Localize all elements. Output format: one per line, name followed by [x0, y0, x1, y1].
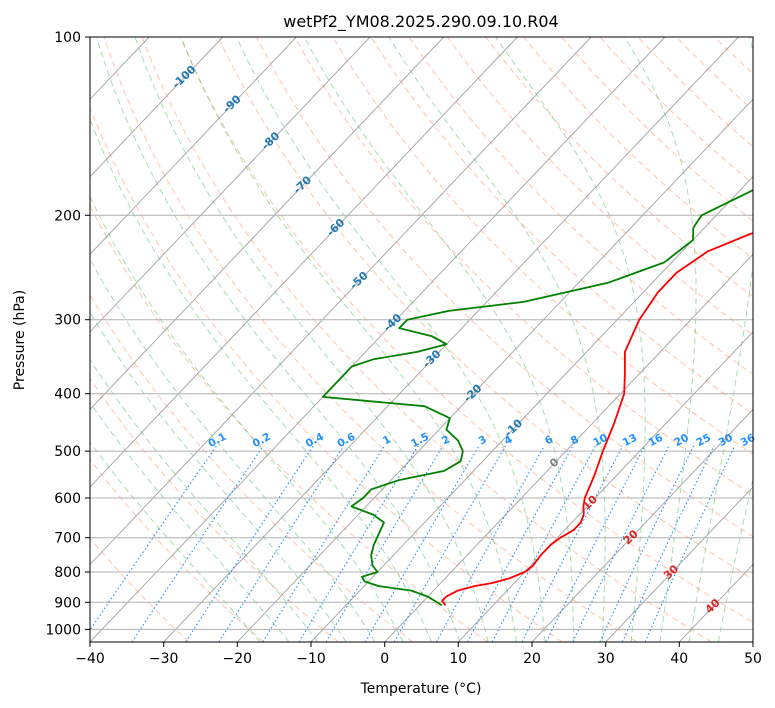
- x-axis-label: Temperature (°C): [360, 681, 482, 697]
- mixing-ratio-line: [262, 445, 385, 642]
- y-tick-label: 200: [54, 208, 81, 224]
- x-tick-label: 0: [380, 651, 389, 667]
- y-tick-label: 500: [54, 444, 81, 460]
- isotherm-line: [163, 37, 739, 642]
- moist-adiabat: [134, 37, 489, 642]
- moist-adiabat: [236, 37, 546, 642]
- y-tick-label: 100: [54, 30, 81, 46]
- mixing-ratio-line: [298, 445, 419, 642]
- y-axis: 100 200 300 400 500 600 700 800 900 1000: [45, 30, 90, 638]
- isotherm-line: [90, 37, 592, 566]
- isotherm-line: [310, 176, 753, 642]
- moist-adiabat: [388, 37, 606, 642]
- x-tick-label: −20: [223, 651, 253, 667]
- mixing-ratio-line: [435, 445, 545, 642]
- x-tick-label: −30: [149, 651, 179, 667]
- dry-adiabat: [294, 37, 753, 496]
- x-tick-label: 50: [744, 651, 762, 667]
- mixing-ratio-line: [90, 445, 217, 631]
- dry-adiabat: [90, 106, 563, 642]
- mixing-ratio-line: [131, 445, 264, 642]
- plot-area: -100-90-80-70-60-50-40-30-20-10010203040…: [89, 36, 757, 643]
- x-axis: −40 −30 −20 −10 0 10 20 30 40 50: [75, 642, 762, 667]
- dry-adiabat: [90, 458, 264, 642]
- dry-adiabat: [179, 37, 753, 623]
- dry-adiabat: [332, 37, 753, 455]
- x-tick-label: 20: [523, 651, 541, 667]
- isotherm-line: [90, 37, 371, 333]
- isotherm-line: [384, 253, 753, 642]
- isotherm-line: [90, 37, 666, 642]
- isotherm-line: [90, 37, 518, 488]
- plot-frame: [89, 36, 754, 643]
- mixing-ratio-line: [185, 445, 314, 642]
- x-tick-label: 10: [449, 651, 467, 667]
- dewpoint-profile: [322, 189, 753, 606]
- mixing-ratio-line: [545, 445, 646, 642]
- isotherm-line: [457, 331, 753, 642]
- x-tick-label: −40: [75, 651, 105, 667]
- y-tick-label: 800: [54, 565, 81, 581]
- mixing-ratio-line: [572, 445, 670, 642]
- dry-adiabat: [141, 37, 712, 642]
- y-tick-label: 600: [54, 491, 81, 507]
- isotherm-line: [236, 98, 753, 642]
- background-lines: [90, 37, 753, 642]
- mixing-ratio-line: [599, 445, 695, 642]
- isotherm-line: [531, 408, 753, 642]
- y-tick-label: 300: [54, 313, 81, 329]
- y-tick-label: 1000: [45, 622, 81, 638]
- dry-adiabat: [90, 537, 190, 642]
- moist-adiabat: [688, 37, 753, 642]
- moist-adiabat: [90, 118, 432, 642]
- x-tick-label: −10: [296, 651, 326, 667]
- dry-adiabat: [90, 204, 488, 642]
- isotherm-line: [605, 486, 753, 642]
- moist-adiabat: [90, 401, 290, 642]
- moist-adiabat: [303, 37, 575, 642]
- moist-adiabat: [624, 37, 697, 642]
- moist-adiabat: [717, 476, 753, 642]
- y-tick-label: 400: [54, 387, 81, 403]
- moist-adiabat: [90, 441, 261, 642]
- isotherm-line: [90, 37, 445, 411]
- dry-adiabat: [370, 37, 753, 415]
- y-tick-label: 700: [54, 531, 81, 547]
- y-axis-label: Pressure (hPa): [12, 290, 28, 390]
- dry-adiabat: [217, 37, 753, 580]
- mixing-ratio-line: [218, 445, 345, 642]
- dry-adiabat: [408, 37, 753, 375]
- moist-adiabat: [495, 37, 646, 642]
- chart-title: wetPf2_YM08.2025.290.09.10.R04: [283, 12, 558, 32]
- temperature-profile: [441, 232, 753, 606]
- isotherm-line: [90, 37, 224, 178]
- x-tick-label: 30: [597, 651, 615, 667]
- plot-background: [90, 37, 753, 642]
- mixing-ratio-line: [521, 445, 624, 642]
- moist-adiabat: [90, 358, 319, 642]
- isotherm-line: [90, 37, 297, 256]
- moist-adiabat: [90, 195, 404, 642]
- dry-adiabat: [103, 37, 638, 642]
- moist-adiabat: [90, 311, 347, 642]
- moist-adiabat: [90, 258, 376, 642]
- dry-adiabat: [446, 37, 753, 336]
- y-tick-label: 900: [54, 595, 81, 611]
- moist-adiabat: [180, 37, 517, 642]
- sounding-profiles: [322, 189, 753, 606]
- x-tick-label: 40: [670, 651, 688, 667]
